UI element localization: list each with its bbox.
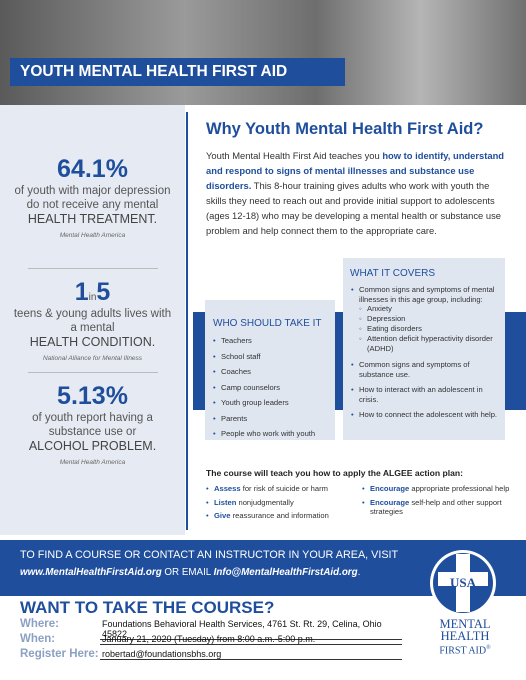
stat-source: Mental Health America [59, 232, 126, 239]
algee-bold: Listen [214, 497, 237, 507]
logo-line: HEALTH [440, 629, 490, 643]
algee-bold: Give [214, 511, 231, 520]
who-item: People who work with youth [213, 429, 331, 439]
algee-item: Encourage appropriate professional help [362, 484, 512, 494]
stat-figure: 1 [74, 278, 89, 306]
who-box: WHO SHOULD TAKE IT Teachers School staff C… [205, 300, 335, 440]
covers-item: Common signs and symptoms of substance u… [351, 360, 499, 379]
covers-text: How to connect the adolescent with help. [359, 410, 498, 419]
algee-bold: Encourage [370, 497, 410, 507]
logo-cross [438, 554, 488, 612]
who-item: Coaches [213, 367, 331, 377]
header-photo [0, 0, 526, 105]
who-item: Teachers [213, 336, 331, 346]
stats-panel [0, 105, 185, 535]
stat-emphasis: HEALTH TREATMENT. [27, 212, 158, 226]
stat: 1in5 teens & young adults lives with a m… [10, 278, 175, 362]
who-item: Camp counselors [213, 383, 331, 393]
logo-text: MENTAL HEALTH FIRST AID® [420, 618, 510, 657]
covers-subitem: Anxiety [359, 304, 499, 314]
separator [28, 372, 158, 373]
title-bar [10, 58, 345, 86]
who-item: School staff [213, 352, 331, 362]
course-heading: WANT TO TAKE THE COURSE? [20, 598, 275, 617]
logo-line: MENTAL [439, 617, 491, 631]
why-heading: Why Youth Mental Health First Aid? [206, 120, 484, 138]
who-item: Parents [213, 414, 331, 424]
logo-line: FIRST AID [439, 645, 487, 657]
who-item: Youth group leaders [213, 398, 331, 408]
stat-emphasis: ALCOHOL PROBLEM. [28, 439, 157, 453]
footer-line: TO FIND A COURSE OR CONTACT AN INSTRUCTO… [20, 549, 399, 561]
covers-item: How to interact with an adolescent in cr… [351, 385, 499, 404]
stat-figure: 5.13% [57, 382, 128, 410]
covers-text: How to interact with an adolescent in cr… [359, 385, 483, 404]
algee-text: reassurance and information [230, 511, 329, 520]
covers-box: WHAT IT COVERS Common signs and symptoms… [343, 258, 505, 440]
algee-item: Encourage self-help and other support st… [362, 498, 512, 517]
stat-source: National Alliance for Mental Illness [42, 355, 143, 362]
footer-or: OR EMAIL [161, 567, 214, 578]
stat-source: Mental Health America [59, 459, 126, 466]
algee-item: Give reassurance and information [206, 511, 356, 521]
covers-list: Common signs and symptoms of mental illn… [351, 285, 499, 426]
algee-text: appropriate professional help [409, 484, 510, 493]
paragraph-segment: how to identify, understand and respond … [206, 150, 505, 191]
stat: 5.13% of youth report having a substance… [10, 382, 175, 466]
covers-subitem: Eating disorders [359, 324, 499, 334]
footer-period: . [357, 567, 361, 578]
footer-contact: www.MentalHealthFirstAid.org OR EMAIL In… [20, 567, 360, 578]
stat: 64.1% of youth with major depression do … [10, 155, 175, 239]
why-paragraph: Youth Mental Health First Aid teaches yo… [206, 148, 508, 238]
field-value: January 21, 2020 (Tuesday) from 8:00 a.m… [100, 634, 402, 645]
footer-email[interactable]: Info@MentalHealthFirstAid.org [213, 567, 358, 578]
algee-item: Listen nonjudgmentally [206, 498, 356, 508]
paragraph-segment: This 8-hour training gives adults who wo… [206, 180, 501, 236]
stat-figure-end: 5 [96, 278, 111, 306]
stat-figure: 64.1% [57, 155, 128, 183]
logo-emblem: USA [430, 550, 496, 616]
algee-heading: The course will teach you how to apply t… [206, 468, 464, 478]
covers-item: How to connect the adolescent with help. [351, 410, 499, 420]
title: YOUTH MENTAL HEALTH FIRST AID [20, 63, 288, 80]
field-label: Register Here: [20, 648, 99, 660]
stat-figure-in: in [88, 292, 97, 303]
covers-heading: WHAT IT COVERS [350, 268, 436, 279]
algee-text: nonjudgmentally [236, 497, 294, 507]
field-label: When: [20, 633, 56, 645]
separator [28, 268, 158, 269]
stat-emphasis: HEALTH CONDITION. [29, 335, 156, 349]
logo-mark: ® [486, 645, 491, 651]
field-value: Foundations Behavioral Health Services, … [100, 619, 402, 640]
divider [186, 112, 188, 530]
algee-item: Assess for risk of suicide or harm [206, 484, 356, 494]
who-heading: WHO SHOULD TAKE IT [213, 318, 322, 329]
algee-text: self-help and other support strategies [370, 497, 502, 517]
field-label: Where: [20, 618, 59, 630]
algee-text: for risk of suicide or harm [240, 484, 328, 493]
covers-subitem: Depression [359, 314, 499, 324]
covers-subitem: Attention deficit hyperactivity disorder… [359, 334, 499, 354]
footer-url[interactable]: www.MentalHealthFirstAid.org [20, 567, 162, 578]
who-list: Teachers School staff Coaches Camp counselo… [213, 336, 331, 445]
algee-bold: Assess [214, 484, 241, 493]
covers-text: Common signs and symptoms of substance u… [359, 360, 470, 379]
covers-item: Common signs and symptoms of mental illn… [351, 285, 499, 354]
covers-text: Common signs and symptoms of mental illn… [359, 285, 495, 304]
algee-list: Assess for risk of suicide or harmListen… [206, 484, 356, 525]
algee-bold: Encourage [370, 484, 410, 493]
field-value: robertad@foundationsbhs.org [100, 649, 402, 660]
stat-text: of youth report having a substance use o… [32, 412, 153, 438]
paragraph-segment: Youth Mental Health First Aid teaches yo… [206, 150, 383, 161]
logo-country: USA [450, 575, 477, 590]
stat-text: teens & young adults lives with a mental [13, 308, 172, 334]
stat-text: of youth with major depression do not re… [14, 185, 171, 211]
algee-list: Encourage appropriate professional helpE… [362, 484, 512, 521]
